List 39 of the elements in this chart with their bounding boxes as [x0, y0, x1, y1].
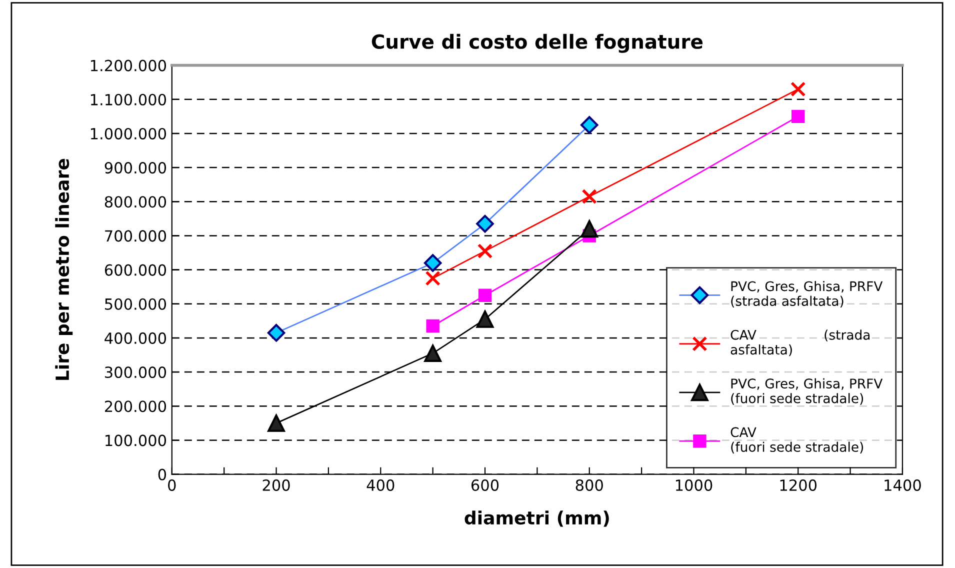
y-tick-label: 1.000.000: [90, 128, 166, 140]
point: [478, 288, 492, 302]
x-tick-label: 800: [576, 479, 603, 491]
y-tick-label: 600.000: [104, 264, 166, 276]
y-tick-label: 0: [158, 468, 166, 480]
legend-label: CAV (fuori sede stradale): [730, 427, 864, 454]
x-tick-label: 600: [471, 479, 499, 491]
legend-label: PVC, Gres, Ghisa, PRFV (fuori sede stradale): [731, 378, 883, 405]
y-tick-label: 100.000: [106, 434, 166, 446]
y-tick-label: 700.000: [105, 230, 166, 242]
point: [425, 270, 440, 286]
point: [477, 243, 493, 259]
y-tick-label: 1.200.000: [90, 60, 166, 72]
chart-title: Curve di costo delle fognature: [372, 34, 703, 53]
point: [268, 414, 285, 432]
y-axis-title: Lire per metro lineare: [55, 158, 73, 380]
x-tick-label: 1200: [780, 479, 817, 491]
y-tick-label: 400.000: [104, 332, 166, 344]
point: [426, 319, 440, 333]
x-tick-label: 400: [366, 479, 394, 491]
y-tick-label: 1.100.000: [90, 94, 166, 106]
y-tick-label: 900.000: [104, 162, 166, 174]
y-tick-label: 500.000: [105, 298, 166, 310]
point: [582, 188, 598, 204]
x-axis-title: diametri (mm): [464, 510, 609, 527]
point: [790, 82, 806, 97]
legend-label: CAV (strada asfaltata): [730, 330, 870, 356]
y-tick-label: 800.000: [104, 196, 166, 208]
x-tick-label: 1000: [676, 479, 712, 491]
y-tick-label: 200.000: [104, 400, 166, 412]
x-tick-label: 0: [168, 479, 176, 491]
y-tick-label: 300.000: [105, 366, 166, 378]
point: [792, 110, 805, 124]
point: [424, 344, 442, 362]
x-tick-label: 200: [262, 479, 290, 491]
legend-label: PVC, Gres, Ghisa, PRFV (strada asfaltata): [731, 280, 883, 308]
point: [476, 310, 494, 328]
point: [580, 220, 598, 238]
x-tick-label: 1400: [884, 479, 921, 491]
